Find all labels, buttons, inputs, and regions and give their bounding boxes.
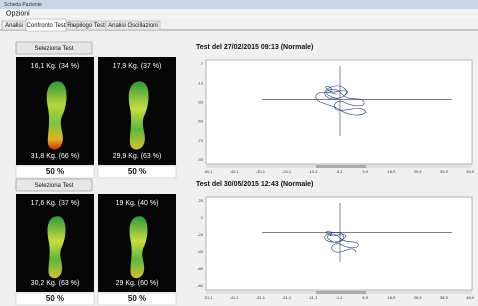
y-tick-label: -20 [197,232,204,237]
foot-percent: 50 % [128,167,146,176]
tab-label: Analisi [5,23,23,29]
plot-area [206,60,472,164]
y-tick-label: -93 [197,157,204,162]
x-tick-label: 49,9 [466,169,475,174]
test-title: Test del 30/05/2015 12:43 (Normale) [196,181,313,188]
foot-top-load: 17,9 Kg. (37 %) [113,63,162,70]
x-tick-label: 48,9 [466,295,475,300]
x-tick-label: -40,1 [230,169,240,174]
x-tick-label: 39,9 [440,169,449,174]
window-title: Scheda Paziente [4,2,42,8]
y-tick-label: -33 [197,99,204,104]
y-tick-label: -60 [197,266,204,271]
y-tick-label: 0 [201,215,204,220]
x-tick-label: 9,9 [362,169,368,174]
foot-bottom-load: 31,8 Kg. (66 %) [31,153,80,160]
x-tick-label: -0,1 [336,169,344,174]
menu-bar [0,9,478,18]
foot-percent: 50 % [46,167,64,176]
test-title: Test del 27/02/2015 09:13 (Normale) [196,44,313,51]
foot-bottom-load: 30,2 Kg. (63 %) [31,280,80,287]
tab-label: Analisi Oscillazioni [108,23,158,29]
app-window: Scheda Paziente Opzioni Analisi Confronto… [0,0,478,306]
x-tick-label: -51,1 [203,295,213,300]
x-tick-label: 38,9 [440,295,449,300]
x-tick-label: -21,1 [282,295,292,300]
x-tick-label: -10,1 [308,169,318,174]
x-tick-label: -41,1 [230,295,240,300]
menu-item[interactable]: Opzioni [6,10,30,17]
button-label: Seleziona Test [35,46,74,52]
y-tick-label: -73 [197,138,204,143]
y-tick-label: -40 [197,249,204,254]
title-bar [0,0,478,9]
foot-bottom-load: 29 Kg. (60 %) [116,280,159,287]
foot-top-load: 16,1 Kg. (34 %) [31,63,80,70]
scroll-thumb[interactable] [316,165,366,168]
y-tick-label: -80 [197,283,204,288]
x-tick-label: -31,1 [256,295,266,300]
x-tick-label: -11,1 [308,295,318,300]
page: {"window": {"title": "Scheda Paziente"},… [0,0,478,306]
foot-top-load: 17,6 Kg. (37 %) [31,200,80,207]
x-tick-label: 19,9 [388,169,397,174]
button-label: Seleziona Test [35,183,74,189]
scroll-thumb[interactable] [316,291,366,294]
y-tick-label: 20 [199,198,204,203]
x-tick-label: 28,9 [414,295,423,300]
foot-percent: 50 % [128,294,146,303]
foot-bottom-load: 29,9 Kg. (63 %) [113,153,162,160]
y-tick-label: -53 [197,119,204,124]
y-tick-label: -13 [197,80,204,85]
x-tick-label: -50,1 [203,169,213,174]
tab-label: Confronto Test [27,23,66,29]
x-tick-label: 8,9 [362,295,368,300]
x-tick-label: -20,1 [282,169,292,174]
x-tick-label: -1,1 [336,295,344,300]
y-tick-label: 7 [201,61,204,66]
x-tick-label: 29,9 [414,169,423,174]
x-tick-label: -30,1 [256,169,266,174]
tab-label: Riepilogo Test [67,23,105,29]
foot-top-load: 19 Kg. (40 %) [116,200,159,207]
x-tick-label: 18,9 [388,295,397,300]
foot-percent: 50 % [46,294,64,303]
